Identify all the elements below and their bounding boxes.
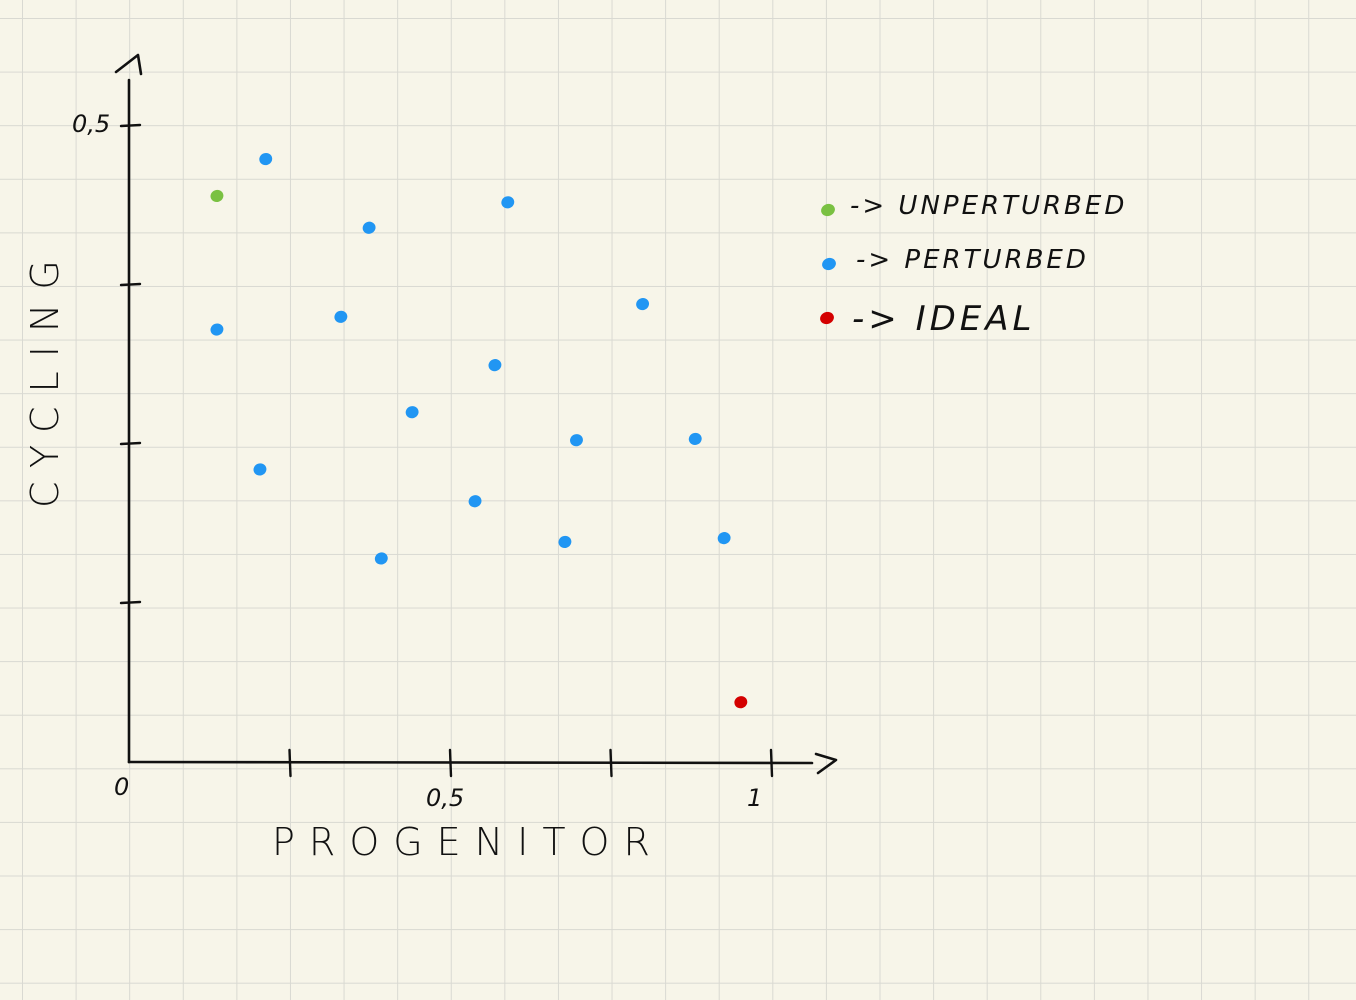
x-tick-mark (448, 748, 453, 778)
ticks: 0,5 1 0,5 (72, 110, 774, 812)
perturbed-point (717, 532, 731, 545)
y-tick-mark (119, 600, 142, 605)
x-tick-mark (609, 748, 613, 778)
axes (114, 53, 838, 775)
x-tick-mark (769, 748, 774, 778)
perturbed-point (501, 196, 515, 209)
x-axis-line (127, 760, 814, 765)
legend-perturbed-swatch (822, 257, 836, 271)
y-axis-arrow (114, 53, 143, 76)
y-axis-title: CYCLING (23, 246, 67, 508)
y-tick-label: 0,5 (72, 110, 110, 138)
perturbed-point (468, 495, 482, 508)
x-origin-label: 0 (114, 773, 129, 801)
x-tick-label: 0,5 (426, 784, 464, 812)
perturbed-point (334, 310, 348, 323)
perturbed-point (374, 552, 388, 565)
y-tick-mark (119, 441, 142, 446)
x-axis-arrow (814, 752, 838, 775)
perturbed-point (253, 463, 267, 476)
y-tick-mark (119, 282, 142, 287)
x-tick-label: 1 (747, 784, 762, 812)
y-tick-mark (119, 123, 142, 128)
legend-ideal-label: -> IDEAL (852, 299, 1035, 339)
data-points (210, 153, 748, 709)
ideal-point (734, 696, 748, 709)
perturbed-point (558, 535, 572, 549)
unperturbed-point (210, 189, 224, 203)
perturbed-point (488, 359, 502, 372)
perturbed-point (405, 406, 419, 419)
legend-perturbed-label: -> PERTURBED (856, 245, 1089, 275)
legend-ideal-swatch (820, 311, 834, 325)
legend-unperturbed-swatch (821, 203, 835, 217)
perturbed-point (570, 434, 583, 447)
x-axis-title: PROGENITOR (272, 820, 664, 864)
legend-unperturbed-label: -> UNPERTURBED (850, 191, 1127, 221)
perturbed-point (259, 153, 273, 166)
perturbed-point (362, 221, 376, 234)
perturbed-point (636, 298, 650, 311)
x-tick-mark (288, 748, 292, 778)
perturbed-point (210, 323, 224, 336)
legend: -> UNPERTURBED -> PERTURBED -> IDEAL (820, 191, 1127, 339)
perturbed-point (688, 432, 702, 445)
